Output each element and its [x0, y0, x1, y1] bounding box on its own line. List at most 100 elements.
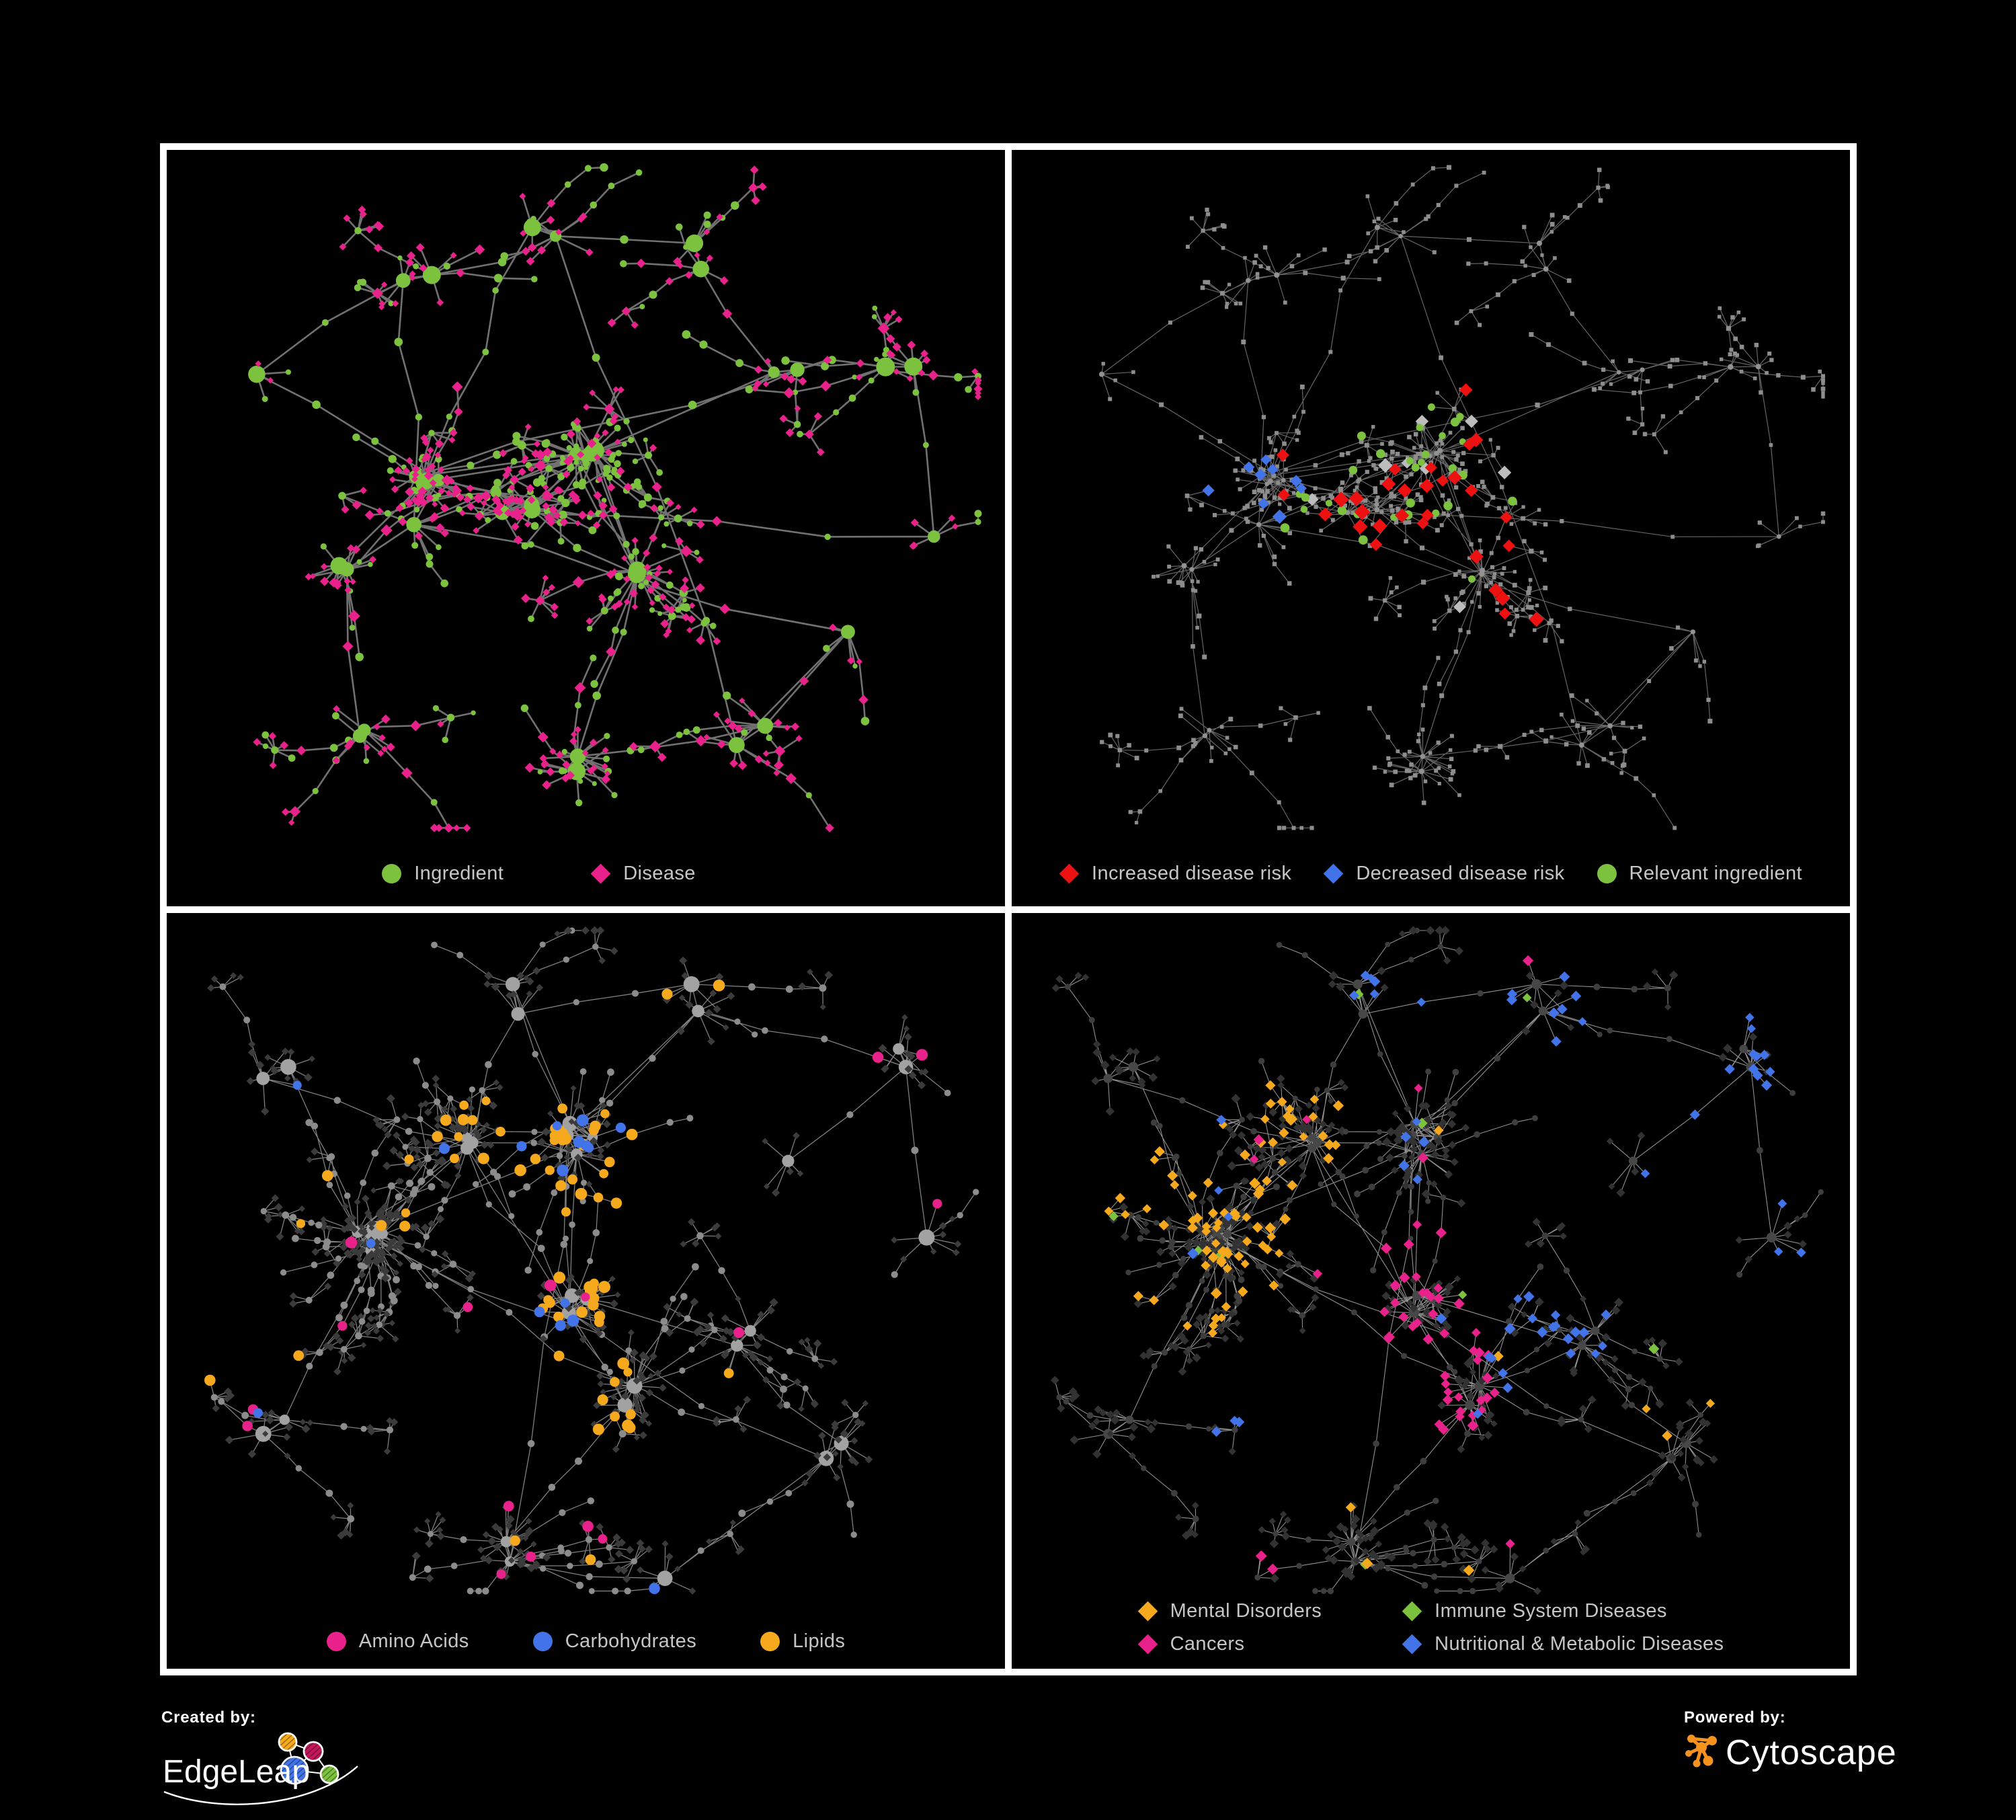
network-nodes — [207, 971, 524, 1070]
network-node — [279, 1414, 290, 1425]
network-node — [797, 430, 803, 438]
network-node — [1238, 1276, 1245, 1283]
network-node — [661, 1324, 669, 1333]
network-node — [624, 1421, 636, 1433]
network-node — [1402, 1152, 1408, 1158]
network-node — [1556, 1327, 1563, 1333]
network-node — [506, 976, 520, 992]
network-node — [598, 1280, 610, 1293]
network-node — [688, 1346, 695, 1353]
network-node — [432, 1130, 443, 1142]
network-node — [932, 1198, 942, 1208]
network-node — [684, 1314, 691, 1322]
network-node — [597, 1394, 608, 1405]
network-node — [460, 1536, 467, 1543]
network-node — [610, 1411, 620, 1421]
network-node — [204, 1374, 216, 1386]
network-node — [1451, 1544, 1457, 1550]
network-node — [521, 542, 529, 550]
network-node — [649, 607, 655, 613]
cytoscape-icon — [1685, 1735, 1717, 1768]
network-node — [436, 544, 442, 551]
network-node — [1543, 266, 1549, 272]
network-node — [599, 1169, 609, 1179]
network-node — [418, 1177, 426, 1184]
network-node — [656, 469, 663, 476]
network-node — [657, 611, 663, 617]
network-node — [358, 723, 371, 737]
network-node — [560, 1240, 568, 1248]
network-node — [261, 731, 270, 739]
network-node — [663, 521, 670, 527]
network-node — [692, 1004, 704, 1017]
network-node — [475, 1587, 482, 1594]
network-node — [649, 1582, 660, 1594]
network-node — [384, 510, 391, 517]
legend-swatch-circle-icon — [382, 863, 402, 883]
network-node — [628, 561, 647, 580]
network-nodes — [383, 1217, 406, 1245]
legend-label: Cancers — [1170, 1633, 1245, 1655]
legend-label: Ingredient — [414, 862, 504, 884]
network-node — [454, 1132, 463, 1141]
network-node — [675, 606, 682, 613]
network-node — [545, 1164, 555, 1175]
network-node — [846, 1111, 854, 1118]
legend-item-ingredient: Ingredient — [382, 863, 503, 885]
network-node — [1739, 1044, 1748, 1053]
network-node — [594, 1316, 604, 1327]
network-nodes — [662, 956, 834, 1045]
network-node — [459, 1100, 469, 1110]
network-nodes — [878, 1032, 929, 1089]
network-node — [340, 1301, 348, 1309]
network-nodes — [1182, 1240, 1240, 1355]
network-node — [620, 260, 627, 268]
network-node — [871, 314, 877, 319]
network-node — [1607, 1027, 1613, 1033]
network-node — [1607, 723, 1613, 729]
panel-disease-categories: Mental Disorders Immune System Diseases Ca… — [1012, 912, 1850, 1669]
network-nodes — [1276, 383, 1544, 627]
network-node — [559, 460, 565, 466]
legend-swatch-circle-icon — [326, 1632, 346, 1651]
network-node — [1374, 507, 1380, 513]
network-node — [530, 1153, 541, 1164]
network-node — [683, 976, 700, 992]
network-node — [617, 1357, 630, 1370]
network-node — [467, 461, 475, 469]
network-node — [1728, 364, 1734, 370]
network-node — [530, 215, 536, 222]
network-node — [453, 1311, 461, 1319]
network-node — [1357, 431, 1366, 440]
network-ingredient-disease — [248, 163, 983, 833]
network-node — [543, 455, 551, 462]
network-node — [1342, 1128, 1348, 1134]
network-node — [582, 459, 590, 467]
network-node — [1543, 1547, 1549, 1554]
network-node — [821, 1035, 828, 1042]
network-node — [588, 1587, 595, 1594]
network-nodes — [539, 1335, 547, 1343]
network-node — [440, 579, 448, 588]
network-node — [1176, 1170, 1182, 1177]
network-nodes — [1385, 1101, 1470, 1183]
network-node — [1465, 1400, 1475, 1410]
network-nodes — [1292, 260, 1350, 419]
network-node — [355, 1332, 362, 1339]
network-node — [577, 779, 583, 784]
network-node — [1206, 1425, 1212, 1431]
network-node — [1185, 1423, 1193, 1429]
network-node — [335, 1313, 343, 1321]
network-node — [456, 506, 462, 513]
network-node — [479, 1086, 485, 1093]
network-node — [584, 165, 592, 172]
legend-item-mental-disorders: Mental Disorders — [1137, 1600, 1322, 1622]
network-nodes — [491, 926, 694, 1008]
network-node — [537, 769, 543, 775]
network-node — [1353, 1213, 1359, 1219]
legend-macronutrients: Amino Acids Carbohydrates Lipids — [167, 1630, 1005, 1653]
network-node — [1127, 1211, 1134, 1218]
network-node — [1264, 481, 1270, 487]
network-nodes — [1459, 443, 1773, 539]
network-node — [1538, 1006, 1548, 1015]
